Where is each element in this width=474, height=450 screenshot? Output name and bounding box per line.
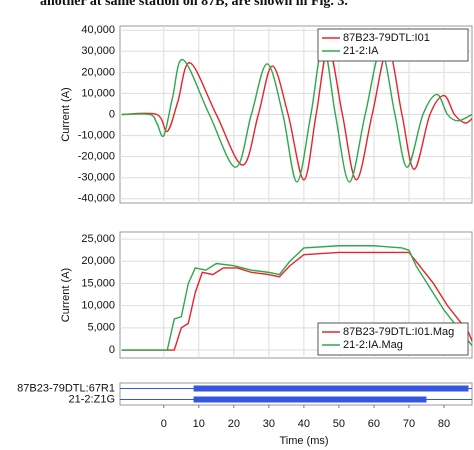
x-tick-label: 50 [333,418,345,430]
x-tick-label: 40 [298,418,310,430]
y-tick-label: -30,000 [78,172,115,184]
caption: another at same station on 87B, are show… [40,0,348,9]
legend-label: 87B23-79DTL:I01 [343,32,430,44]
x-tick-label: 60 [368,418,380,430]
y-tick-label: 20,000 [81,66,115,78]
series-line [121,44,473,183]
channel-active [193,385,469,392]
y-tick-label: 25,000 [81,233,115,245]
x-axis-label: Time (ms) [279,435,328,447]
legend-box [317,322,469,356]
legend-label: 87B23-79DTL:I01.Mag [343,326,454,338]
y-tick-label: -40,000 [78,193,115,205]
y-axis-label: Current (A) [60,268,72,322]
legend-label: 21-2:IA [343,45,379,57]
y-tick-label: 40,000 [81,24,115,36]
x-tick-label: 30 [263,418,275,430]
legend-box [317,28,469,62]
y-tick-label: 0 [109,108,115,120]
legend-label: 21-2:IA.Mag [343,339,403,351]
y-tick-label: -20,000 [78,151,115,163]
y-tick-label: 20,000 [81,255,115,267]
y-tick-label: 10,000 [81,87,115,99]
y-tick-label: 30,000 [81,45,115,57]
y-tick-label: 10,000 [81,300,115,312]
y-tick-label: 15,000 [81,277,115,289]
channel-label: 21-2:Z1G [69,393,115,405]
series-line [121,251,473,351]
y-tick-label: 0 [109,344,115,356]
y-axis-label: Current (A) [60,87,72,141]
x-tick-label: 0 [161,418,167,430]
x-tick-label: 80 [438,418,450,430]
channel-label: 87B23-79DTL:67R1 [17,382,115,394]
x-tick-label: 70 [403,418,415,430]
series-line [121,245,473,351]
x-tick-label: 20 [228,418,240,430]
y-tick-label: -10,000 [78,129,115,141]
channel-active [193,396,427,403]
y-tick-label: 5,000 [87,322,115,334]
x-tick-label: 10 [193,418,205,430]
